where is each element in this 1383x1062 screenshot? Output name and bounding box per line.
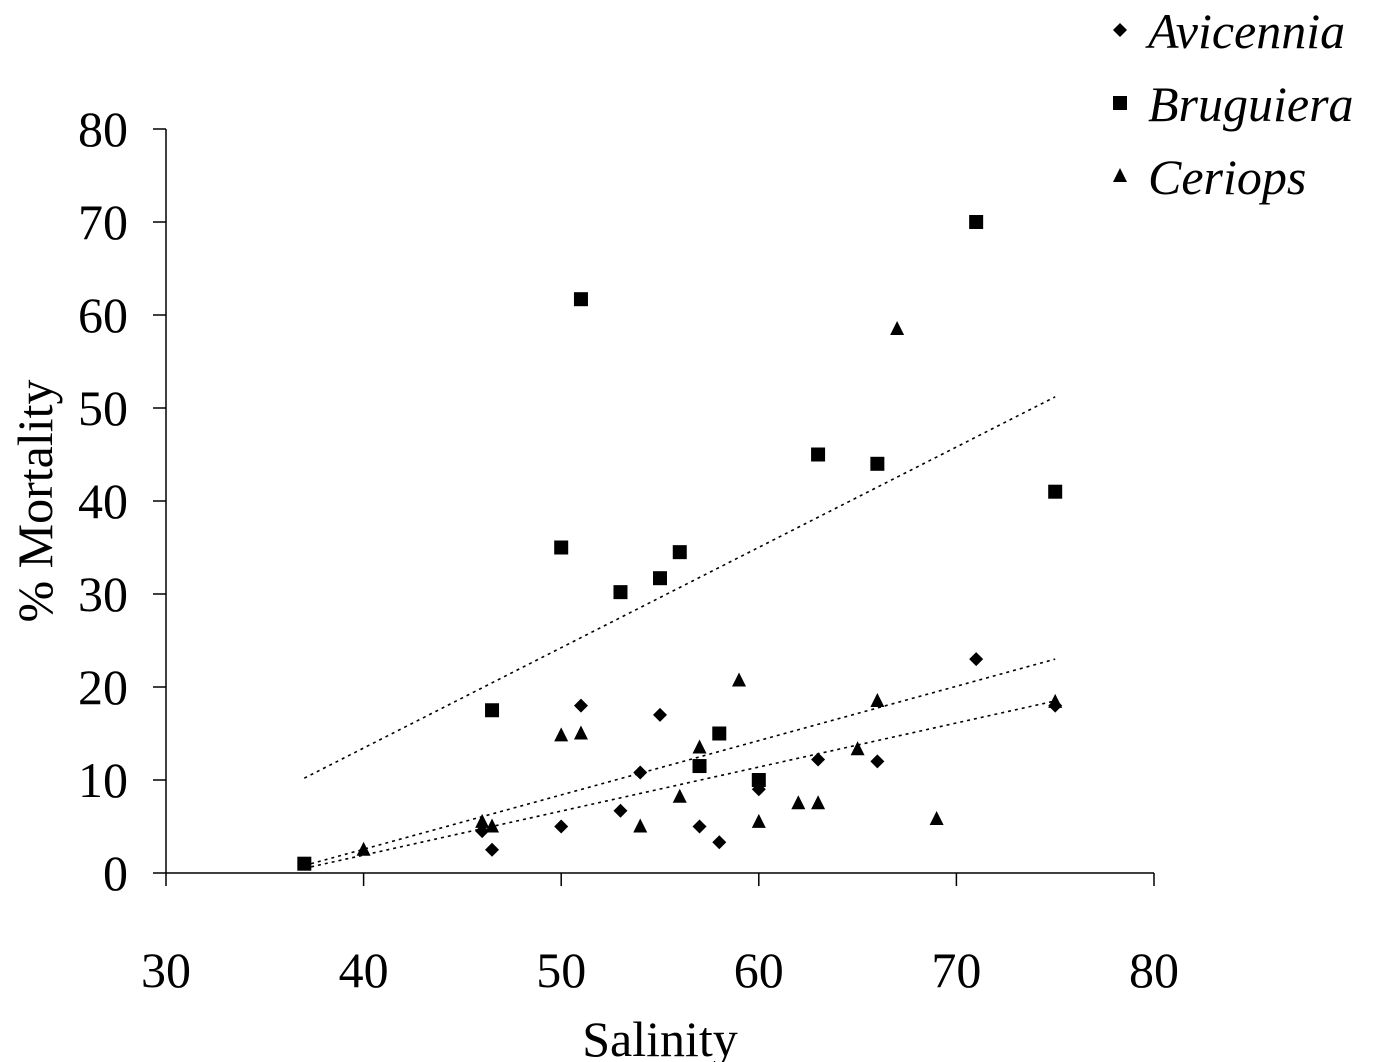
point-avicennia — [712, 835, 727, 850]
y-tick-label: 70 — [78, 194, 128, 250]
legend-marker-avicennia — [1113, 23, 1127, 37]
point-ceriops — [929, 811, 944, 826]
x-tick-label: 60 — [734, 942, 784, 998]
y-tick-label: 60 — [78, 287, 128, 343]
x-axis-title: Salinity — [582, 1011, 738, 1062]
point-ceriops — [672, 788, 687, 803]
trendline-ceriops — [304, 700, 1056, 870]
point-ceriops — [1048, 693, 1063, 708]
legend-label-ceriops: Ceriops — [1148, 149, 1306, 205]
point-avicennia — [870, 754, 885, 769]
point-avicennia — [554, 819, 569, 834]
trendlines — [303, 396, 1056, 870]
point-ceriops — [850, 741, 865, 756]
legend-marker-bruguiera — [1113, 96, 1127, 110]
point-avicennia — [811, 752, 826, 767]
axes — [165, 129, 1154, 874]
point-bruguiera — [870, 456, 885, 471]
y-tick-label: 50 — [78, 380, 128, 436]
point-ceriops — [485, 818, 500, 833]
point-ceriops — [692, 739, 707, 754]
point-bruguiera — [969, 215, 984, 229]
y-tick-label: 30 — [78, 566, 128, 622]
point-bruguiera — [1048, 484, 1063, 499]
point-bruguiera — [751, 773, 766, 787]
point-ceriops — [554, 727, 569, 742]
point-bruguiera — [653, 571, 667, 586]
point-bruguiera — [672, 545, 687, 560]
x-tick-label: 50 — [536, 942, 586, 998]
trendline-bruguiera — [303, 396, 1056, 779]
point-avicennia — [633, 765, 648, 780]
point-avicennia — [613, 803, 628, 818]
y-tick-label: 80 — [78, 101, 128, 157]
data-points — [297, 215, 1063, 871]
point-bruguiera — [485, 703, 500, 718]
point-ceriops — [633, 818, 648, 833]
point-ceriops — [356, 841, 371, 856]
point-ceriops — [732, 672, 747, 687]
legend-label-bruguiera: Bruguiera — [1148, 76, 1354, 132]
y-axis-title: % Mortality — [7, 379, 63, 622]
legend: Avicennia Bruguiera Ceriops — [1113, 3, 1354, 205]
point-avicennia — [653, 707, 667, 722]
y-tick-label: 20 — [78, 659, 128, 715]
point-bruguiera — [573, 292, 588, 307]
point-ceriops — [811, 795, 826, 810]
y-tick-label: 0 — [103, 845, 128, 901]
x-tick-label: 40 — [339, 942, 389, 998]
ticks: 0 10 20 30 40 50 60 70 80 30 40 50 60 70 80 — [78, 101, 1179, 998]
point-bruguiera — [297, 856, 312, 871]
point-ceriops — [791, 795, 806, 810]
legend-label-avicennia: Avicennia — [1145, 3, 1345, 59]
point-bruguiera — [613, 585, 628, 600]
point-avicennia — [485, 842, 500, 857]
point-bruguiera — [554, 540, 569, 555]
point-bruguiera — [692, 759, 707, 774]
legend-marker-ceriops — [1113, 168, 1127, 182]
point-ceriops — [870, 692, 885, 707]
x-tick-label: 30 — [141, 942, 191, 998]
point-ceriops — [751, 813, 766, 828]
point-avicennia — [573, 698, 588, 713]
point-ceriops — [475, 813, 490, 828]
y-tick-label: 10 — [78, 752, 128, 808]
point-avicennia — [692, 819, 707, 834]
point-bruguiera — [811, 447, 826, 462]
point-avicennia — [969, 652, 984, 667]
y-tick-label: 40 — [78, 473, 128, 529]
x-tick-label: 70 — [931, 942, 981, 998]
point-ceriops — [890, 320, 905, 335]
x-tick-label: 80 — [1129, 942, 1179, 998]
point-bruguiera — [712, 726, 727, 741]
point-ceriops — [573, 725, 588, 740]
trendline-avicennia — [304, 658, 1056, 867]
